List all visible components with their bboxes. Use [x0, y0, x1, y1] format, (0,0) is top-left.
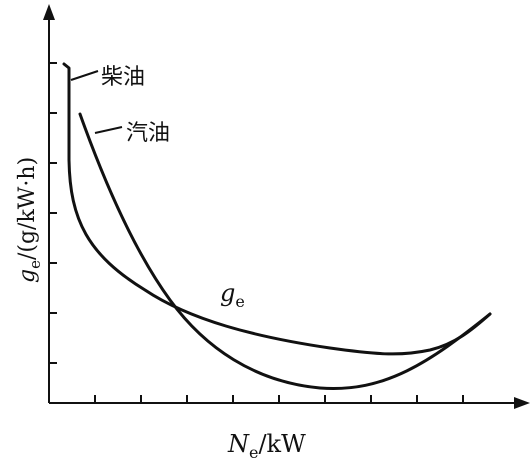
ge-curve-label: ge	[220, 279, 245, 311]
diesel-ge-curve	[62, 62, 492, 356]
gasoline-leader-line	[94, 126, 123, 134]
ge-curve-label-sub: e	[235, 292, 244, 311]
gasoline-ge-curve	[78, 112, 492, 391]
y-axis-label-unit: /(g/kW·h)	[15, 157, 40, 260]
y-axis-label-sub: e	[26, 260, 44, 269]
x-axis-label-symbol: N	[227, 430, 250, 458]
gasoline-series-label: 汽油	[126, 121, 170, 146]
x-ticks	[94, 395, 464, 403]
y-axis-label-symbol: g	[15, 269, 40, 283]
y-axis-label: ge/(g/kW·h)	[15, 157, 44, 283]
diesel-leader-line	[70, 70, 99, 81]
diesel-series-label: 柴油	[101, 65, 145, 90]
y-axis-arrow	[43, 4, 55, 20]
axes	[43, 4, 530, 409]
series-layer	[62, 62, 492, 391]
labels: 柴油 汽油 ge Ne/kW ge/(g/kW·h)	[15, 65, 306, 462]
y-ticks	[49, 62, 57, 364]
x-axis-label: Ne/kW	[227, 430, 306, 459]
ge-curve-label-main: g	[220, 279, 235, 307]
x-axis-arrow	[514, 397, 530, 409]
x-axis-label-sub: e	[249, 443, 258, 459]
x-axis-label-unit: /kW	[258, 430, 306, 458]
